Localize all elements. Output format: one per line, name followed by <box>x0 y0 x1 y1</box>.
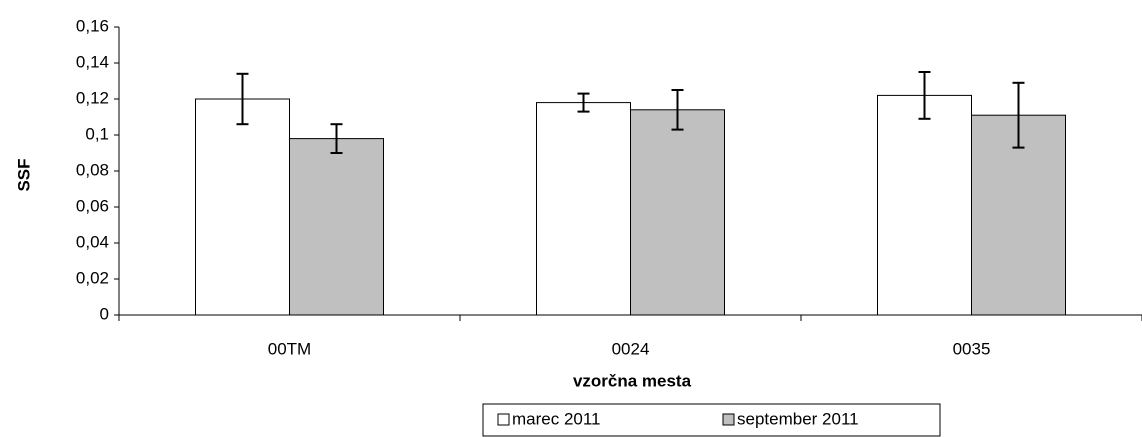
bar <box>289 138 384 316</box>
legend-swatch <box>722 413 735 426</box>
x-tick-label: 0024 <box>612 339 650 358</box>
bar <box>536 102 631 316</box>
y-tick-label: 0 <box>100 304 109 323</box>
legend-swatch <box>497 413 510 426</box>
y-tick-label: 0,1 <box>85 124 109 143</box>
bar <box>630 109 725 316</box>
y-tick-label: 0,08 <box>76 160 109 179</box>
y-tick-label: 0,02 <box>76 268 109 287</box>
y-tick-label: 0,06 <box>76 196 109 215</box>
y-tick-label: 0,14 <box>76 52 109 71</box>
y-tick-label: 0,16 <box>76 16 109 35</box>
x-axis-title: vzorčna mesta <box>573 371 692 390</box>
x-tick-label: 00TM <box>268 339 311 358</box>
legend-label: marec 2011 <box>512 409 601 428</box>
bar <box>195 98 290 316</box>
y-tick-label: 0,12 <box>76 88 109 107</box>
legend-box <box>482 403 941 437</box>
bar <box>877 94 972 316</box>
x-tick-label: 0035 <box>953 339 991 358</box>
y-axis-title: SSF <box>14 158 33 191</box>
y-tick-label: 0,04 <box>76 232 109 251</box>
legend-label: september 2011 <box>737 409 859 428</box>
